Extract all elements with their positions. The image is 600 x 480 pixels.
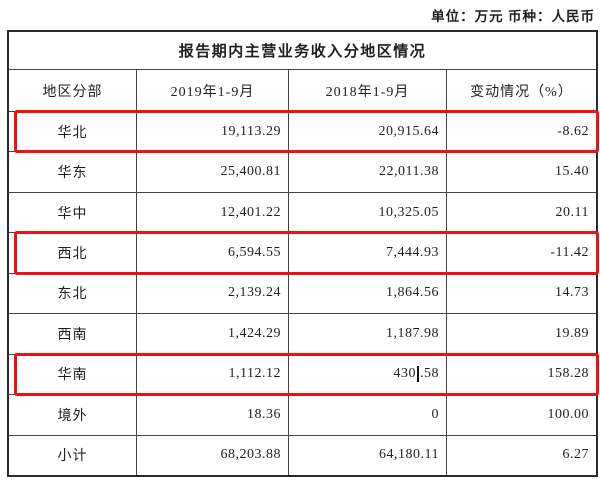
y2019-cell: 12,401.22 [137, 192, 289, 233]
change-cell: 14.73 [555, 285, 589, 301]
change-cell: 20.11 [555, 204, 589, 220]
region-cell: 华南 [9, 354, 137, 395]
change-cell: -11.42 [550, 245, 589, 261]
table-row: 西南 1,424.29 1,187.98 19.89 [9, 314, 596, 355]
y2019-cell: 18.36 [137, 395, 289, 435]
region-cell: 东北 [9, 273, 137, 314]
y2019-cell: 1,112.12 [137, 354, 289, 395]
table-body: 华北 19,113.29 20,915.64 -8.62 华东 25,400.81 22,0… [9, 109, 599, 475]
y2019-cell: 1,424.29 [137, 314, 289, 354]
region-cell: 西北 [9, 233, 137, 273]
region-cell: 华北 [9, 112, 137, 152]
change-cell: -8.62 [557, 123, 589, 139]
revenue-by-region-table: 报告期内主营业务收入分地区情况 地区分部 2019年1-9月 2018年1-9月… [7, 30, 599, 477]
region-cell: 华中 [9, 192, 137, 233]
table-row: 境外 18.36 0 100.00 [9, 395, 596, 436]
region-cell: 西南 [9, 314, 137, 354]
header-2018-period: 2018年1-9月 [289, 70, 447, 111]
change-cell: 19.89 [555, 325, 589, 341]
table-row: 华北 19,113.29 20,915.64 -8.62 [9, 109, 599, 154]
header-change-pct: 变动情况（%） [470, 84, 573, 100]
change-cell: 100.00 [547, 406, 589, 422]
y2018-cell: 1,187.98 [289, 314, 447, 354]
y2019-cell: 2,139.24 [137, 273, 289, 314]
change-cell: 158.28 [547, 366, 589, 382]
table-row: 华南 1,112.12 430.58 158.28 [9, 352, 599, 397]
unit-currency-label: 单位：万元 币种：人民币 [431, 9, 595, 24]
text-cursor-artifact [417, 366, 419, 383]
table-title: 报告期内主营业务收入分地区情况 [9, 32, 596, 70]
y2018-cell: 20,915.64 [289, 112, 447, 152]
table-header-row: 地区分部 2019年1-9月 2018年1-9月 变动情况（%） [9, 70, 596, 112]
y2018-cell: 10,325.05 [289, 192, 447, 233]
table-row: 华中 12,401.22 10,325.05 20.11 [9, 192, 596, 234]
y2018-cell: 1,864.56 [289, 273, 447, 314]
table-row: 小计 68,203.88 64,180.11 6.27 [9, 435, 596, 475]
region-cell: 华东 [9, 152, 137, 192]
table-row: 西北 6,594.55 7,444.93 -11.42 [9, 231, 599, 276]
y2018-cell: 0 [289, 395, 447, 435]
change-cell: 6.27 [562, 447, 589, 463]
y2018-cell: 430.58 [289, 354, 447, 395]
table-row: 东北 2,139.24 1,864.56 14.73 [9, 273, 596, 315]
y2019-cell: 19,113.29 [137, 112, 289, 152]
header-2019-period: 2019年1-9月 [137, 70, 289, 111]
y2018-cell: 7,444.93 [289, 233, 447, 273]
y2018-cell: 64,180.11 [289, 435, 447, 475]
header-region: 地区分部 [9, 70, 137, 111]
y2019-cell: 68,203.88 [137, 435, 289, 475]
change-cell: 15.40 [555, 164, 589, 180]
table-row: 华东 25,400.81 22,011.38 15.40 [9, 152, 596, 193]
region-cell: 境外 [9, 395, 137, 435]
region-cell: 小计 [9, 435, 137, 475]
y2019-cell: 25,400.81 [137, 152, 289, 192]
y2019-cell: 6,594.55 [137, 233, 289, 273]
y2018-cell: 22,011.38 [289, 152, 447, 192]
